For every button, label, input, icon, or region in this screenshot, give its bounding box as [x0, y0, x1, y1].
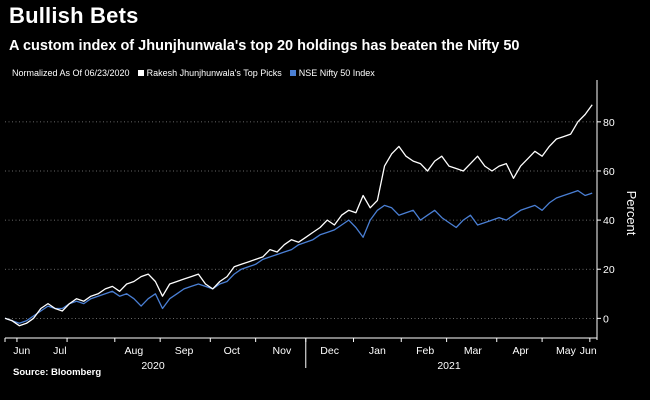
series-line-nifty — [4, 189, 593, 324]
legend-swatch-nifty — [289, 70, 296, 76]
legend-item-nifty: NSE Nifty 50 Index — [289, 68, 375, 78]
legend-item-top-picks: Rakesh Jhunjhunwala's Top Picks — [137, 68, 282, 78]
x-tick-label-11: May — [556, 345, 577, 357]
y-tick-label-20: 20 — [603, 264, 615, 276]
x-tick-label-8: Feb — [416, 345, 434, 357]
legend-normalization-note: Normalized As Of 06/23/2020 — [12, 68, 130, 78]
x-tick-label-6: Dec — [320, 345, 339, 357]
legend-label-nifty: NSE Nifty 50 Index — [298, 68, 375, 78]
source-note: Source: Bloomberg — [13, 367, 102, 378]
y-tick-label-0: 0 — [603, 313, 609, 325]
x-tick-label-10: Apr — [512, 345, 529, 357]
y-axis-label: Percent — [624, 191, 639, 236]
x-tick-label-1: Jul — [53, 345, 66, 357]
chart-subtitle: A custom index of Jhunjhunwala's top 20 … — [9, 38, 520, 54]
x-tick-label-3: Sep — [175, 345, 194, 357]
year-label-2021: 2021 — [437, 360, 461, 372]
y-tick-label-60: 60 — [603, 166, 615, 178]
x-tick-label-0: Jun — [13, 345, 30, 357]
legend-swatch-top-picks — [137, 70, 144, 76]
chart-title: Bullish Bets — [9, 3, 139, 28]
series-line-top-picks — [4, 104, 593, 327]
legend: Normalized As Of 06/23/2020 Rakesh Jhunj… — [12, 68, 383, 78]
x-tick-label-4: Oct — [224, 345, 240, 357]
x-tick-label-2: Aug — [125, 345, 144, 357]
legend-label-top-picks: Rakesh Jhunjhunwala's Top Picks — [146, 68, 282, 78]
x-tick-label-7: Jan — [369, 345, 386, 357]
y-tick-label-80: 80 — [603, 117, 615, 129]
year-label-2020: 2020 — [141, 360, 165, 372]
x-tick-label-9: Mar — [464, 345, 483, 357]
x-tick-label-5: Nov — [273, 345, 292, 357]
y-tick-label-40: 40 — [603, 215, 615, 227]
x-tick-label-12: Jun — [580, 345, 597, 357]
